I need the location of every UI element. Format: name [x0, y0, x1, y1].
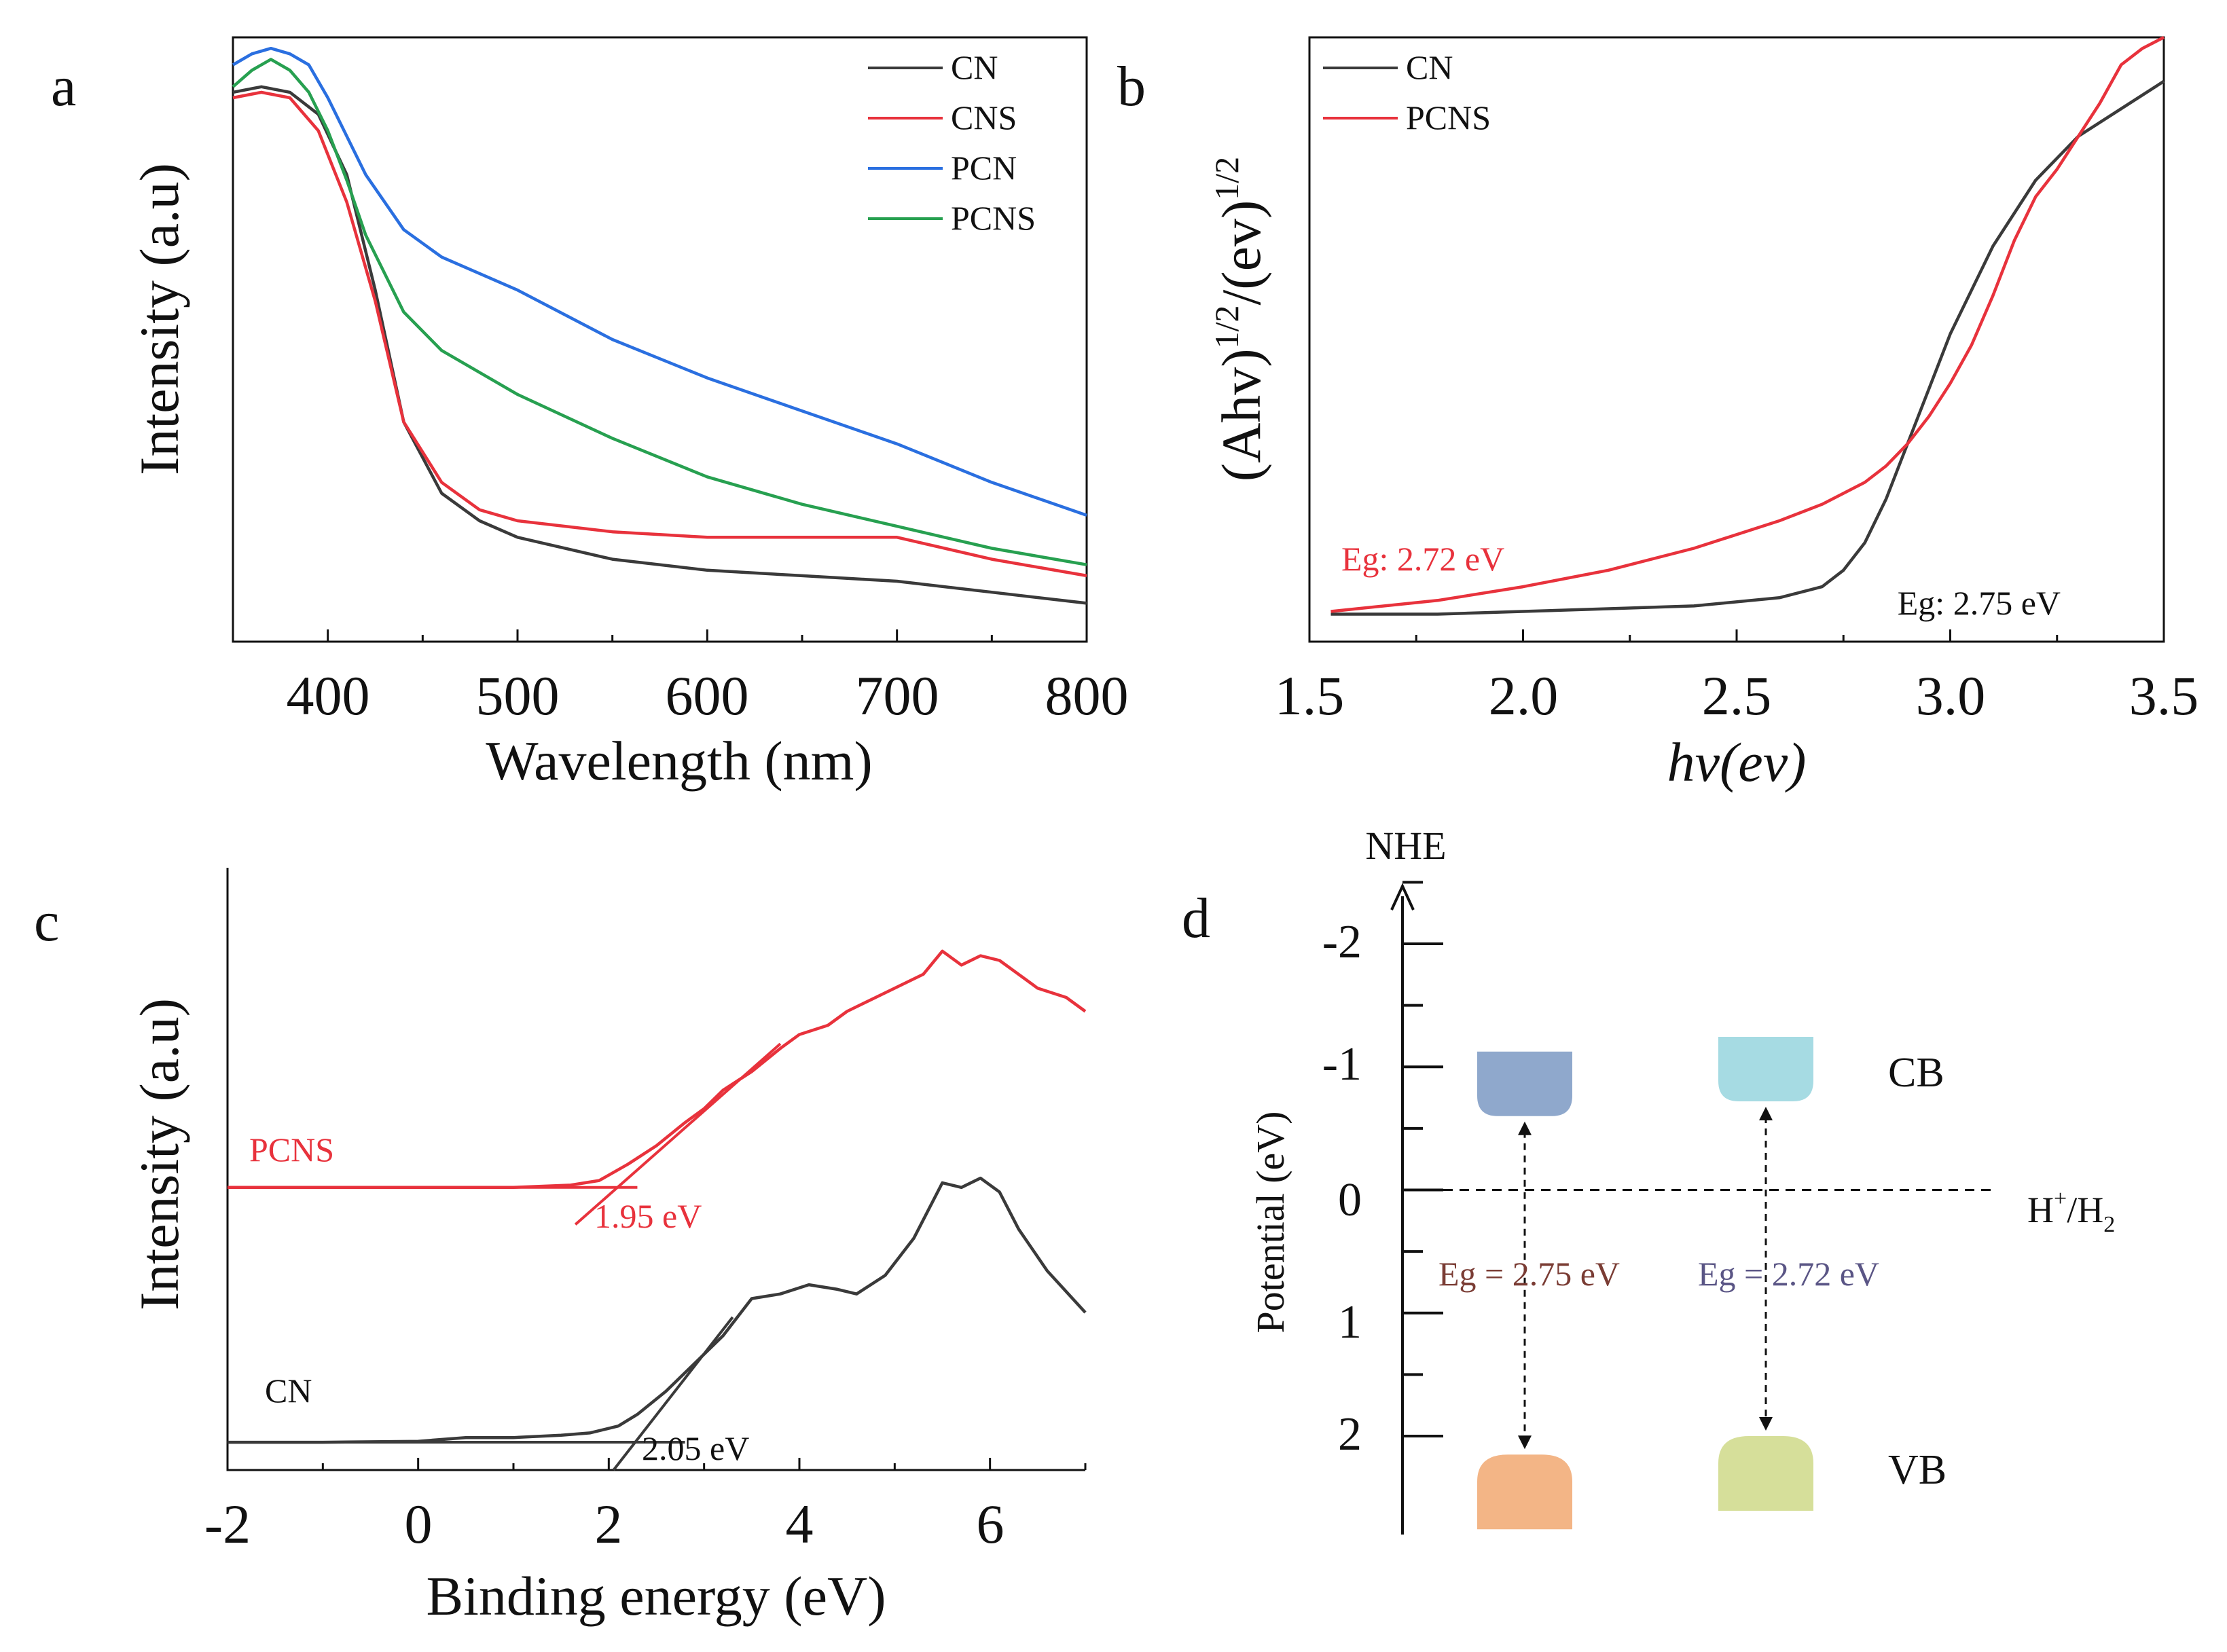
panel-d: d NHE Potential (eV) -2 -1 0 1 2 H+/H2 C…: [1182, 824, 2115, 1535]
xtick-label-a: 600: [666, 665, 749, 727]
arrow-down-icon: [1759, 1417, 1773, 1431]
y-axis-label-d: Potential (eV): [1248, 1112, 1292, 1334]
xtick-label-c: 0: [405, 1493, 433, 1555]
legend-label-cn-b: CN: [1406, 48, 1453, 86]
xtick-label-a: 400: [287, 665, 370, 727]
vb-block-pcns: [1718, 1436, 1813, 1511]
legend-label-pcns-b: PCNS: [1406, 98, 1491, 136]
series-line-pcns-a: [232, 58, 1087, 566]
gap-label-pcns: Eg = 2.72 eV: [1698, 1255, 1879, 1293]
series-line-cn-b: [1330, 79, 2165, 616]
reference-label-d: H+/H2: [2027, 1186, 2115, 1237]
panel-label-d: d: [1182, 887, 1210, 950]
series-line-pcns-b: [1330, 36, 2165, 613]
series-label-pcns-c: PCNS: [249, 1131, 334, 1169]
series-label-cn-c: CN: [265, 1372, 312, 1410]
xtick-label-a: 500: [476, 665, 560, 727]
panel-label-b: b: [1117, 55, 1146, 118]
diagram-marks-d: [1390, 881, 1997, 1535]
legend-label-cns: CNS: [951, 98, 1017, 136]
panel-label-a: a: [51, 55, 76, 118]
series-line-pcn-a: [232, 46, 1087, 517]
plot-marks-b: [1308, 36, 2165, 642]
legend-label-cn: CN: [951, 48, 998, 86]
ytick-label-d: -1: [1322, 1038, 1362, 1090]
x-axis-label-c: Binding energy (eV): [426, 1565, 886, 1627]
ytick-label-d: 2: [1338, 1408, 1362, 1461]
tangent-cn-c: [612, 1316, 734, 1471]
cb-block-pcns: [1718, 1037, 1813, 1101]
panel-b: b 1.5 2.0 2.5 3.0 3.5 hv(ev) (Ahv)1/2/(e…: [1117, 36, 2199, 793]
xtick-label-b: 3.0: [1916, 665, 1986, 727]
series-line-cn-a: [232, 85, 1087, 605]
annotation-vb-pcns-c: 1.95 eV: [594, 1197, 702, 1235]
y-axis-label-b-main: (Ahv): [1210, 348, 1272, 481]
xtick-label-a: 800: [1045, 665, 1129, 727]
cb-block-cn: [1477, 1051, 1572, 1116]
arrow-up-icon: [1759, 1107, 1773, 1120]
xtick-label-c: 6: [977, 1493, 1004, 1555]
y-axis-label-a: Intensity (a.u): [128, 163, 190, 475]
xtick-label-c: 4: [786, 1493, 814, 1555]
arrow-up-icon: [1518, 1121, 1532, 1135]
ref-plus: +: [2054, 1186, 2067, 1211]
ref-h: H: [2027, 1190, 2054, 1230]
y-axis-label-b: (Ahv)1/2/(ev)1/2: [1208, 157, 1272, 481]
arrow-down-icon: [1518, 1435, 1532, 1450]
vb-block-cn: [1477, 1454, 1572, 1530]
ytick-label-d: 1: [1338, 1296, 1362, 1348]
series-line-pcns-c: [228, 949, 1087, 1190]
xtick-label-b: 2.5: [1702, 665, 1772, 727]
x-axis-label-a: Wavelength (nm): [486, 730, 872, 792]
band-label-cb: CB: [1888, 1050, 1944, 1096]
plot-frame-a: [232, 36, 1088, 643]
top-label-d: NHE: [1365, 824, 1446, 868]
series-line-cn-c: [228, 1176, 1087, 1444]
legend-label-pcns: PCNS: [951, 199, 1036, 237]
axis-arrow-up-icon: [1390, 883, 1415, 911]
xtick-label-a: 700: [856, 665, 939, 727]
band-label-vb: VB: [1888, 1447, 1947, 1493]
tangent-pcns-c: [574, 1042, 782, 1226]
y-axis-label-b-mid: /(ev): [1210, 200, 1272, 306]
xtick-label-c: -2: [204, 1493, 251, 1555]
plot-marks-a: [232, 46, 1088, 642]
series-line-cns-a: [232, 90, 1087, 578]
y-axis-label-b-sup1: 1/2: [1208, 305, 1246, 348]
y-axis-label-c: Intensity (a.u): [128, 998, 190, 1310]
ytick-label-d: -2: [1322, 916, 1362, 968]
plot-marks-c: [226, 949, 1087, 1471]
xtick-label-c: 2: [595, 1493, 623, 1555]
panel-a: a 400 500 600 700 800 Wavelength (nm) In…: [51, 36, 1129, 792]
y-axis-label-b-sup2: 1/2: [1208, 157, 1246, 200]
x-axis-label-b: hv(ev): [1667, 731, 1807, 793]
xtick-label-b: 3.5: [2129, 665, 2199, 727]
legend-a: CN CNS PCN PCNS: [868, 48, 1036, 237]
panel-label-c: c: [34, 890, 59, 953]
legend-b: CN PCNS: [1323, 48, 1491, 136]
legend-label-pcn: PCN: [951, 149, 1017, 187]
xtick-label-b: 1.5: [1275, 665, 1345, 727]
annotation-vb-cn-c: 2.05 eV: [642, 1429, 749, 1467]
annotation-eg-pcns-b: Eg: 2.72 eV: [1341, 540, 1504, 578]
ytick-label-d: 0: [1338, 1174, 1362, 1226]
xtick-label-b: 2.0: [1489, 665, 1559, 727]
annotation-eg-cn-b: Eg: 2.75 eV: [1898, 584, 2061, 622]
gap-label-cn: Eg = 2.75 eV: [1438, 1255, 1620, 1293]
panel-c: c -2 0 2 4 6 Binding energy (eV) Intensi…: [34, 868, 1087, 1627]
axes-c: [226, 868, 1085, 1471]
ref-slash-h: /H: [2067, 1190, 2103, 1230]
ref-sub-2: 2: [2103, 1212, 2115, 1237]
